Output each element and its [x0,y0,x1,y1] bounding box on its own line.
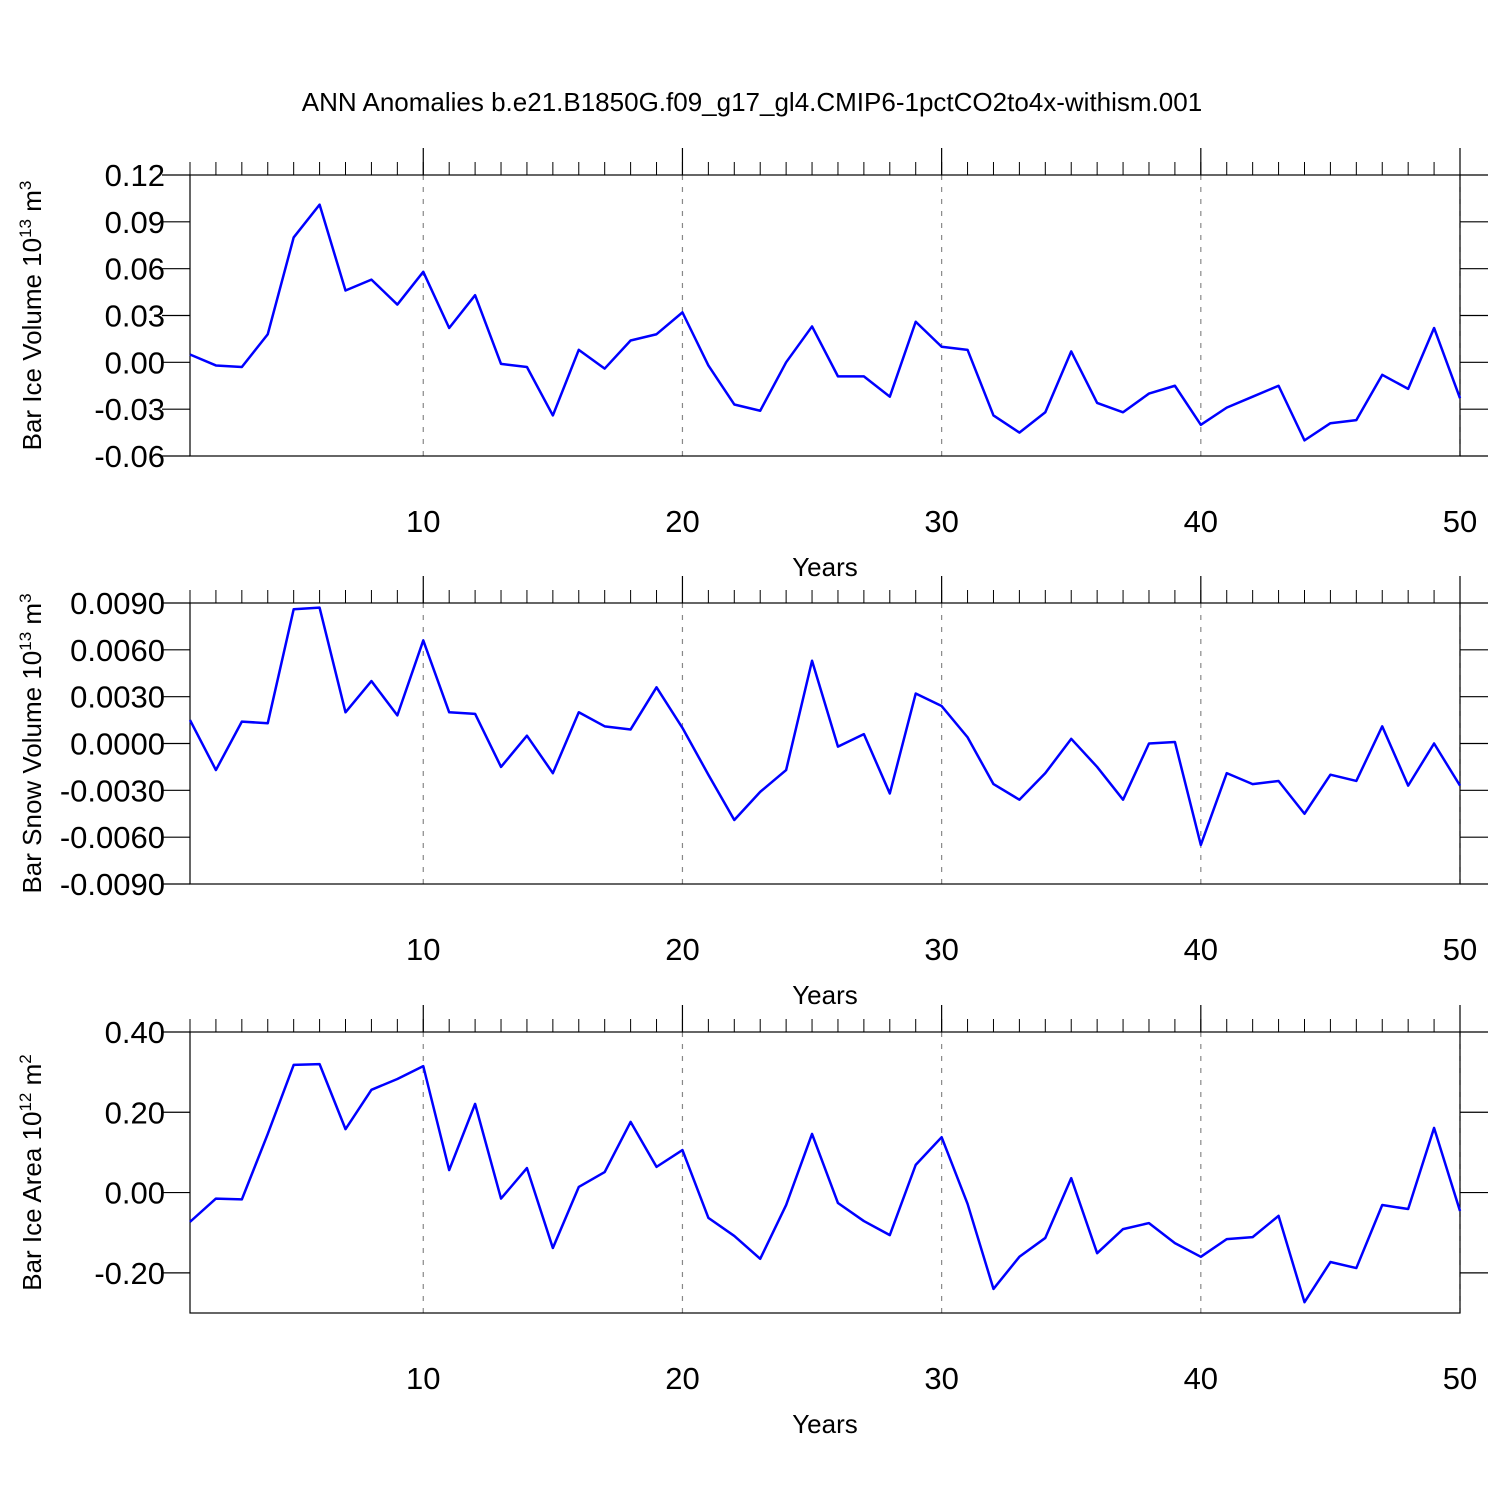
y-axis-label: Bar Ice Area 1012 m2 [16,1054,47,1291]
y-axis-label-part: 2 [16,1054,35,1063]
x-tick-label: 30 [924,932,958,967]
y-axis-label-part: 3 [16,593,35,602]
y-axis-label-part: 13 [16,219,35,238]
x-tick-label: 30 [924,1361,958,1396]
x-tick-label: 10 [406,932,440,967]
y-tick-label: -0.03 [94,392,165,427]
y-axis-label-part: m [17,1064,47,1093]
y-tick-label: -0.0090 [60,867,165,902]
x-tick-label: 50 [1443,932,1477,967]
y-tick-label: 0.09 [105,205,165,240]
y-axis-label-part: 3 [16,181,35,190]
y-axis-label: Bar Snow Volume 1013 m3 [16,593,47,893]
x-tick-label: 20 [665,932,699,967]
y-axis-label-part: Bar Ice Area 10 [17,1112,47,1291]
y-tick-label: 0.0090 [70,586,165,621]
plot-frame [189,602,1461,885]
y-tick-label: 0.03 [105,299,165,334]
y-axis-label-part: 12 [16,1093,35,1112]
y-tick-label: 0.40 [105,1015,165,1050]
x-tick-label: 50 [1443,1361,1477,1396]
y-tick-label: -0.0030 [60,773,165,808]
data-line [189,203,1462,442]
y-axis-label-part: m [17,603,47,632]
x-tick-label: 40 [1184,1361,1218,1396]
y-tick-label: 0.0060 [70,633,165,668]
x-tick-label: 20 [665,1361,699,1396]
x-tick-label: 30 [924,504,958,539]
y-axis-label-part: m [17,190,47,219]
y-axis-label-part: 13 [16,632,35,651]
y-axis-label-part: Bar Ice Volume 10 [17,238,47,450]
figure-title: ANN Anomalies b.e21.B1850G.f09_g17_gl4.C… [302,87,1202,117]
x-axis-label: Years [792,552,858,582]
y-tick-label: 0.12 [105,158,165,193]
plot-frame [189,1031,1461,1314]
y-tick-label: 0.00 [105,345,165,380]
x-tick-label: 10 [406,504,440,539]
y-tick-label: 0.0000 [70,727,165,762]
y-tick-label: 0.06 [105,252,165,287]
x-tick-label: 40 [1184,932,1218,967]
y-tick-label: 0.0030 [70,680,165,715]
x-tick-label: 10 [406,1361,440,1396]
x-axis-label: Years [792,1409,858,1439]
y-axis-label: Bar Ice Volume 1013 m3 [16,181,47,451]
data-line [188,606,1462,847]
data-line [189,1062,1462,1304]
x-axis-label: Years [792,980,858,1010]
x-tick-label: 40 [1184,504,1218,539]
y-tick-label: 0.20 [105,1095,165,1130]
y-tick-label: -0.20 [94,1256,165,1291]
x-tick-label: 50 [1443,504,1477,539]
y-tick-label: 0.00 [105,1176,165,1211]
x-tick-label: 20 [665,504,699,539]
y-tick-label: -0.0060 [60,820,165,855]
y-axis-label-part: Bar Snow Volume 10 [17,651,47,894]
y-tick-label: -0.06 [94,439,165,474]
plot-frame [189,174,1461,457]
